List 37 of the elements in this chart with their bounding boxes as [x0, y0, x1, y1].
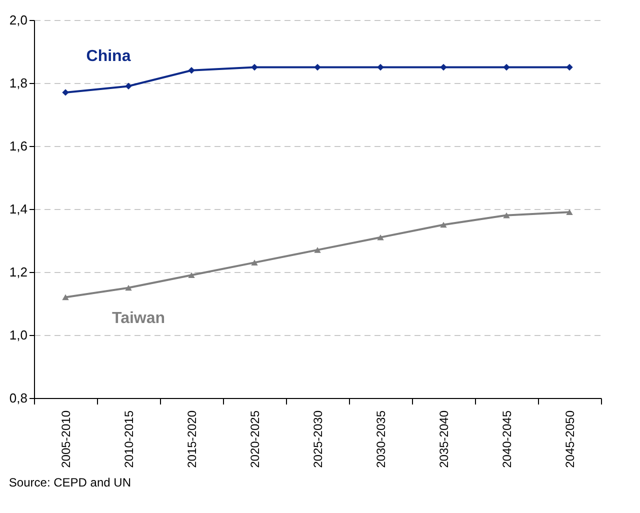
point: [314, 247, 321, 253]
x-tick-label: 2025-2030: [311, 410, 325, 468]
series-label: Taiwan: [112, 310, 166, 327]
point: [62, 89, 69, 96]
source-note: Source: CEPD and UN: [8, 475, 131, 490]
x-tick-label: 2030-2035: [374, 410, 388, 468]
point: [251, 64, 258, 71]
point: [377, 64, 384, 71]
point: [125, 82, 132, 90]
y-tick-label: 1,0: [9, 328, 28, 342]
y-tick-label: 1,2: [9, 264, 28, 280]
x-tick-label: 2005-2010: [59, 410, 73, 468]
y-tick-label: 1,6: [9, 138, 28, 154]
y-tick-label: 0,8: [9, 390, 28, 406]
point: [188, 67, 195, 74]
point: [440, 64, 447, 71]
x-tick-label: 2020-2025: [248, 410, 262, 468]
point: [377, 234, 384, 240]
x-tick-label: 2015-2020: [185, 410, 199, 468]
point: [188, 272, 195, 278]
x-tick-label: 2035-2040: [437, 410, 451, 468]
series-label: China: [86, 48, 131, 66]
point: [314, 64, 321, 71]
x-tick-label: 2010-2015: [122, 410, 136, 468]
point: [62, 294, 69, 300]
point: [566, 209, 573, 216]
y-tick-label: 1,4: [9, 202, 28, 216]
y-tick-label: 1,8: [9, 76, 28, 90]
point: [503, 64, 510, 71]
point: [440, 222, 447, 228]
point: [125, 284, 132, 291]
point: [251, 260, 258, 266]
x-tick-label: 2045-2050: [563, 410, 577, 468]
y-tick-label: 2,0: [9, 12, 28, 28]
x-tick-label: 2040-2045: [500, 410, 514, 468]
point: [503, 212, 510, 218]
point: [566, 64, 573, 71]
